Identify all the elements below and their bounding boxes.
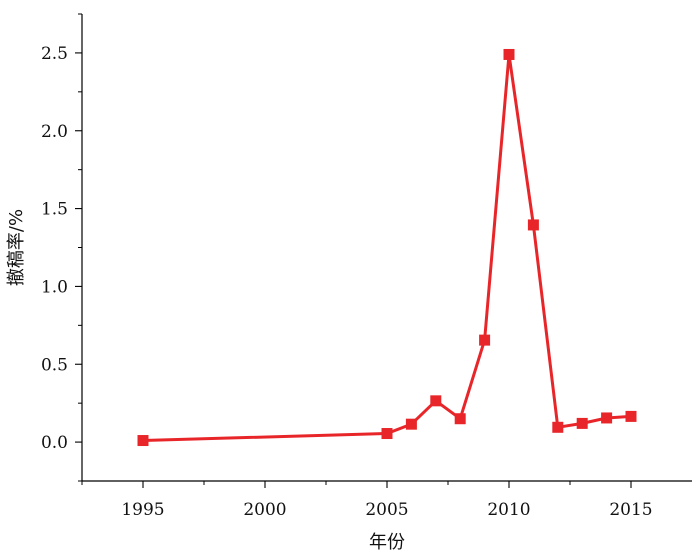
- y-tick-label: 1.5: [41, 200, 68, 220]
- data-point: [552, 421, 564, 433]
- axes: 1995 2000 2005 2010 2015 0.0 0.5 1.0 1.5 2.0 2.5: [41, 13, 692, 520]
- x-tick-label: 1995: [121, 500, 164, 520]
- x-tick-label: 2000: [243, 500, 286, 520]
- y-tick-label: 1.0: [41, 277, 68, 297]
- y-tick-label: 2.5: [41, 44, 68, 64]
- data-point: [454, 413, 466, 425]
- x-tick-label: 2010: [487, 500, 530, 520]
- x-tick-label: 2005: [365, 500, 408, 520]
- y-tick-label: 0.5: [41, 355, 68, 375]
- data-point: [137, 435, 149, 447]
- x-tick-label: 2015: [609, 500, 652, 520]
- data-point: [625, 410, 637, 422]
- data-point: [576, 417, 588, 429]
- series-line: [142, 53, 632, 442]
- data-point: [503, 48, 515, 60]
- y-tick-label: 0.0: [41, 433, 68, 453]
- data-point: [479, 334, 491, 346]
- y-axis-title: 撤稿率/%: [6, 209, 27, 286]
- data-point: [601, 412, 613, 424]
- data-point: [527, 219, 539, 231]
- series-group: [137, 48, 637, 447]
- x-axis-title: 年份: [369, 532, 405, 553]
- data-point: [405, 418, 417, 430]
- data-point: [430, 395, 442, 407]
- data-point: [381, 428, 393, 440]
- y-tick-label: 2.0: [41, 122, 68, 142]
